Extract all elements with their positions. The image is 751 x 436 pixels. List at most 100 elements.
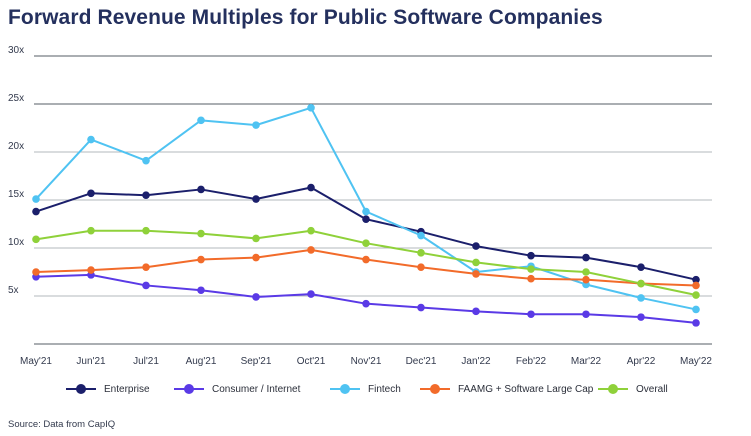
legend-label: Fintech (368, 383, 401, 395)
x-tick-label: Mar'22 (571, 356, 602, 367)
x-tick-label: Jan'22 (461, 356, 491, 367)
data-point (417, 263, 425, 272)
x-axis-ticks: May'21 Jun'21 Jul'21 Aug'21 Sep'21 Oct'21 Nov'… (20, 356, 712, 367)
data-point (472, 258, 480, 267)
series-consumer-internet (32, 271, 700, 327)
data-point (87, 135, 95, 144)
x-tick-label: Feb'22 (516, 356, 547, 367)
legend-swatch (598, 383, 628, 395)
series-line (35, 273, 697, 324)
data-point (142, 156, 150, 165)
x-tick-label: Jun'21 (76, 356, 106, 367)
data-point (362, 239, 370, 247)
data-point (307, 104, 315, 112)
data-point (307, 246, 315, 254)
legend-item: Overall (598, 383, 668, 395)
y-tick-label: 30x (8, 45, 24, 56)
legend-label: Enterprise (104, 383, 150, 395)
data-point (637, 313, 645, 321)
chart-title: Forward Revenue Multiples for Public Sof… (8, 6, 603, 29)
x-tick-label: Dec'21 (406, 356, 437, 367)
data-point (252, 121, 260, 129)
legend-swatch (174, 383, 204, 395)
series-line (35, 248, 697, 287)
x-tick-label: Oct'21 (297, 356, 326, 367)
legend-label: Consumer / Internet (212, 383, 301, 395)
y-tick-label: 20x (8, 141, 24, 152)
data-point (692, 305, 700, 314)
data-point (142, 191, 150, 199)
data-point (307, 290, 315, 298)
y-axis-ticks: 5x 10x 15x 20x 25x 30x (8, 45, 24, 296)
data-point (142, 281, 150, 290)
data-point (362, 255, 370, 264)
data-point (87, 266, 95, 274)
data-point (252, 253, 260, 262)
x-tick-label: Aug'21 (186, 356, 217, 367)
data-point (197, 286, 205, 295)
data-point (417, 303, 425, 312)
source-note: Source: Data from CapIQ (8, 419, 116, 430)
data-point (417, 231, 425, 240)
y-tick-label: 5x (8, 285, 19, 296)
data-point (197, 185, 205, 194)
data-point (527, 310, 535, 319)
data-point (307, 226, 315, 235)
legend-swatch (420, 383, 450, 395)
data-point (472, 270, 480, 278)
series-lines (32, 104, 700, 327)
data-point (252, 293, 260, 301)
legend-swatch (66, 383, 96, 395)
legend-label: FAAMG + Software Large Cap (458, 383, 594, 395)
x-tick-label: Nov'21 (351, 356, 382, 367)
y-tick-label: 25x (8, 93, 24, 104)
data-point (32, 207, 40, 216)
data-point (472, 307, 480, 316)
data-point (637, 279, 645, 288)
legend: Enterprise Consumer / Internet Fintech FAAM… (0, 383, 751, 401)
data-point (637, 263, 645, 272)
data-point (417, 249, 425, 257)
data-point (582, 253, 590, 262)
data-point (87, 226, 95, 235)
legend-item: FAAMG + Software Large Cap (420, 383, 593, 395)
data-point (32, 235, 40, 244)
x-tick-label: Apr'22 (627, 356, 656, 367)
data-point (692, 291, 700, 299)
data-point (582, 275, 590, 284)
gridlines (34, 55, 712, 345)
data-point (197, 229, 205, 238)
data-point (692, 275, 700, 284)
data-point (527, 265, 535, 273)
y-tick-label: 10x (8, 237, 24, 248)
legend-label: Overall (636, 383, 668, 395)
data-point (362, 207, 370, 216)
x-tick-label: Sep'21 (241, 356, 272, 367)
legend-item: Consumer / Internet (174, 383, 300, 395)
data-point (692, 319, 700, 327)
data-point (527, 251, 535, 260)
data-point (142, 226, 150, 235)
series-line (35, 186, 697, 281)
data-point (307, 183, 315, 192)
data-point (472, 242, 480, 250)
data-point (32, 195, 40, 203)
data-point (87, 189, 95, 198)
series-overall (32, 226, 700, 299)
legend-item: Enterprise (66, 383, 150, 395)
data-point (32, 268, 40, 276)
x-tick-label: May'22 (680, 356, 712, 367)
data-point (197, 116, 205, 125)
data-point (582, 310, 590, 319)
data-point (362, 299, 370, 308)
y-tick-label: 15x (8, 189, 24, 200)
legend-item: Fintech (330, 383, 401, 395)
data-point (142, 263, 150, 272)
data-point (527, 274, 535, 283)
line-chart: 5x 10x 15x 20x 25x 30x May'21 Jun'21 Jul'21 Aug'… (8, 45, 712, 367)
data-point (252, 195, 260, 203)
data-point (582, 268, 590, 276)
data-point (692, 281, 700, 290)
x-tick-label: May'21 (20, 356, 52, 367)
data-point (362, 215, 370, 223)
